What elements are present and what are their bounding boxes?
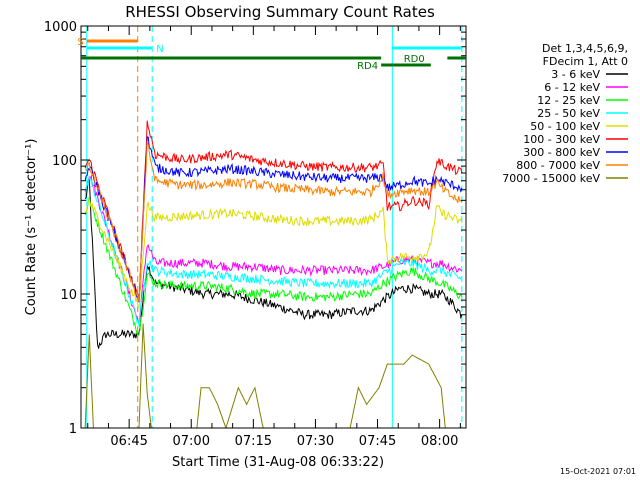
legend-label-7: 300 - 800 keV [523, 146, 600, 159]
y-tick-label-1: 1 [69, 422, 77, 437]
chart-title: RHESSI Observing Summary Count Rates [125, 3, 435, 21]
x-axis-title: Start Time (31-Aug-08 06:33:22) [172, 455, 384, 470]
series-line-8 [85, 140, 463, 302]
state-bars: S N RD0 RD4 [77, 37, 466, 72]
y-tick-label-4: 1000 [44, 20, 77, 35]
axes: 1 10 100 1000 06:45 07:00 07:15 07:30 07:45 08:00 [44, 20, 466, 449]
series-line-3 [84, 196, 463, 337]
legend-label-5: 50 - 100 keV [530, 120, 600, 133]
legend-label-2: 6 - 12 keV [544, 81, 600, 94]
legend-label-8: 800 - 7000 keV [516, 159, 600, 172]
x-tick-label-6: 08:00 [421, 434, 458, 449]
state-bar-label-2: N [156, 44, 163, 55]
series-line-9 [84, 323, 446, 428]
x-tick-label-2: 07:00 [173, 434, 210, 449]
x-tick-label-4: 07:30 [297, 434, 334, 449]
state-bar-label-1: S [77, 37, 83, 48]
y-tick-label-3: 100 [52, 154, 77, 169]
series-line-2 [84, 174, 462, 324]
y-axis-title: Count Rate (s⁻¹ detector⁻¹) [24, 139, 39, 316]
legend-label-6: 100 - 300 keV [523, 133, 600, 146]
legend-header-line-2: FDecim 1, Att 0 [543, 55, 628, 68]
legend-header-line-1: Det 1,3,4,5,6,9, [542, 42, 628, 55]
series-line-1 [84, 177, 463, 349]
legend: Det 1,3,4,5,6,9, FDecim 1, Att 0 3 - 6 k… [502, 42, 628, 185]
series-line-5 [85, 198, 463, 310]
plot-area [84, 26, 463, 428]
state-bar-label-4: RD0 [404, 54, 425, 65]
legend-label-1: 3 - 6 keV [551, 68, 600, 81]
series-line-4 [84, 175, 462, 327]
y-tick-label-2: 10 [60, 288, 77, 303]
state-bar-label-5: RD4 [357, 61, 378, 72]
footer-timestamp: 15-Oct-2021 07:01 [560, 467, 636, 476]
legend-label-3: 12 - 25 keV [537, 94, 600, 107]
series-line-6 [84, 120, 463, 301]
series-line-7 [84, 136, 463, 303]
x-tick-label-3: 07:15 [235, 434, 272, 449]
x-tick-label-1: 06:45 [110, 434, 147, 449]
x-tick-label-5: 07:45 [359, 434, 396, 449]
plot-frame [80, 25, 467, 429]
legend-label-4: 25 - 50 keV [537, 107, 600, 120]
legend-label-9: 7000 - 15000 keV [502, 172, 600, 185]
